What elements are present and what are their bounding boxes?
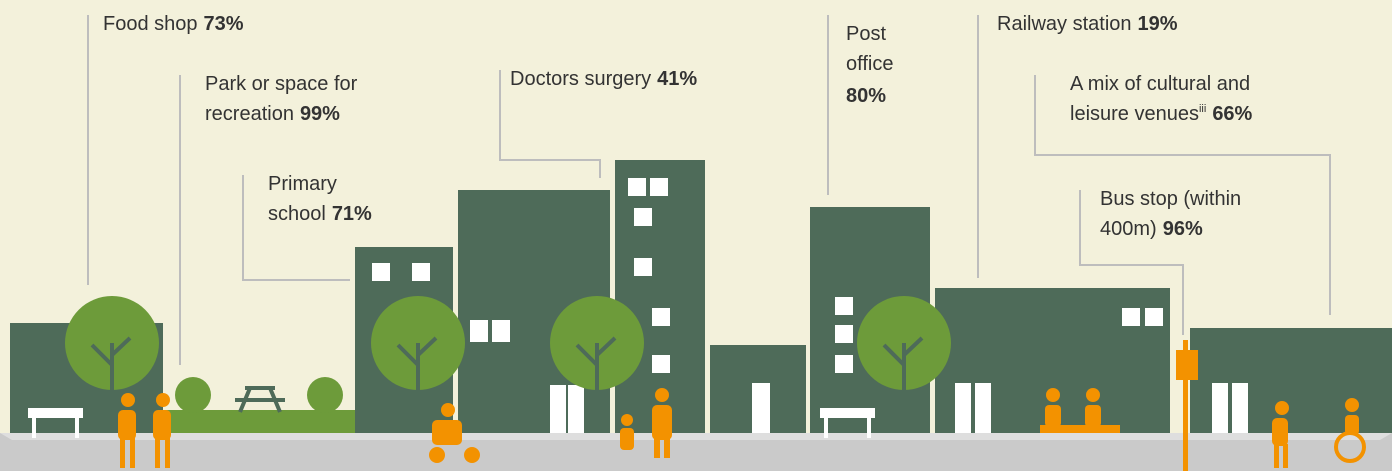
percentage: 41% bbox=[657, 68, 697, 90]
ground bbox=[0, 433, 1392, 471]
label-text: 400m) 96% bbox=[1100, 218, 1203, 240]
label-text: Food shop 73% bbox=[103, 13, 244, 35]
label-line: leisure venues bbox=[1070, 103, 1199, 125]
percentage: 71% bbox=[332, 203, 372, 225]
label-line: recreation bbox=[205, 103, 294, 125]
label-text: office bbox=[846, 53, 893, 75]
label-text: A mix of cultural and bbox=[1070, 73, 1250, 95]
pavement-edge bbox=[0, 433, 1392, 440]
label-line: Bus stop (within bbox=[1100, 188, 1241, 210]
label-text: school 71% bbox=[268, 203, 372, 225]
label-line: office bbox=[846, 53, 893, 75]
label-text: Primary bbox=[268, 173, 337, 195]
leader-lines bbox=[87, 15, 1331, 365]
label-text: Park or space for bbox=[205, 73, 358, 95]
people bbox=[118, 388, 1366, 468]
percentage: 73% bbox=[204, 13, 244, 35]
label-text: recreation 99% bbox=[205, 103, 340, 125]
percentage: 66% bbox=[1212, 103, 1252, 125]
label-line: Primary bbox=[268, 173, 337, 195]
label-line: Railway station bbox=[997, 13, 1132, 35]
percentage: 99% bbox=[300, 103, 340, 125]
label-text: Railway station 19% bbox=[997, 13, 1178, 35]
label-line: A mix of cultural and bbox=[1070, 73, 1250, 95]
label-line: Doctors surgery bbox=[510, 68, 651, 90]
street-furniture bbox=[28, 340, 1198, 471]
label-line: Food shop bbox=[103, 13, 198, 35]
label-line: Post bbox=[846, 23, 886, 45]
label-text: leisure venuesiii 66% bbox=[1070, 103, 1253, 125]
labels: Food shop 73% Park or space for recreation 9… bbox=[103, 13, 1253, 240]
label-text: 80% bbox=[846, 85, 886, 107]
trees bbox=[65, 296, 951, 433]
label-text: Bus stop (within bbox=[1100, 188, 1241, 210]
label-text: Doctors surgery 41% bbox=[510, 68, 697, 90]
percentage: 80% bbox=[846, 85, 886, 107]
percentage: 96% bbox=[1163, 218, 1203, 240]
label-text: Post bbox=[846, 23, 886, 45]
label-line: Park or space for bbox=[205, 73, 358, 95]
label-line: school bbox=[268, 203, 326, 225]
label-line: 400m) bbox=[1100, 218, 1157, 240]
superscript: iii bbox=[1199, 103, 1206, 115]
percentage: 19% bbox=[1138, 13, 1178, 35]
